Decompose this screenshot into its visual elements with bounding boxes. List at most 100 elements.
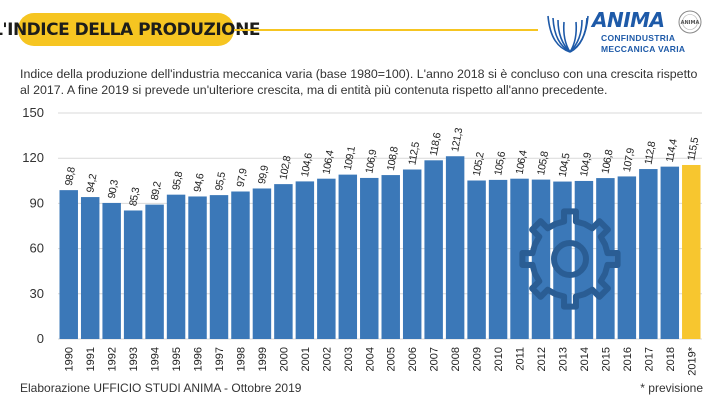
bar xyxy=(617,176,637,339)
y-tick-label: 0 xyxy=(37,331,44,346)
x-tick-label: 1996 xyxy=(193,347,205,371)
data-label: 106,4 xyxy=(514,149,530,175)
data-label: 106,4 xyxy=(320,149,336,175)
logo-line-1: CONFINDUSTRIA xyxy=(601,33,676,43)
bar xyxy=(488,179,508,339)
gear-hub xyxy=(551,240,589,278)
bar xyxy=(145,204,164,339)
y-tick-label: 150 xyxy=(22,105,44,120)
x-tick-label: 2012 xyxy=(536,347,548,371)
data-label: 89,2 xyxy=(149,180,164,201)
bar xyxy=(231,191,250,339)
y-tick-label: 30 xyxy=(30,286,44,301)
data-label: 118,6 xyxy=(428,131,444,156)
bar xyxy=(338,174,358,339)
x-tick-label: 2007 xyxy=(429,347,441,371)
bar xyxy=(59,190,78,339)
bar xyxy=(445,156,465,339)
gear-outline xyxy=(519,208,621,310)
seal-icon: ANIMA xyxy=(678,10,702,34)
title-divider xyxy=(234,29,538,31)
x-tick-label: 2008 xyxy=(450,347,462,371)
gear-icon xyxy=(519,208,621,310)
bar xyxy=(252,188,272,339)
x-tick-label: 1999 xyxy=(257,347,269,371)
data-label: 95,5 xyxy=(213,171,228,192)
data-label: 106,9 xyxy=(363,148,379,174)
x-tick-label: 2000 xyxy=(278,347,290,371)
data-label: 105,2 xyxy=(471,151,487,177)
data-label: 104,5 xyxy=(557,152,573,178)
data-label: 106,8 xyxy=(600,148,616,174)
anima-logo: ANIMA CONFINDUSTRIA MECCANICA VARIA ANIM… xyxy=(544,8,714,58)
data-label: 85,3 xyxy=(127,186,142,207)
y-tick-label: 60 xyxy=(30,241,44,256)
x-tick-label: 1997 xyxy=(214,347,226,371)
x-tick-label: 2013 xyxy=(557,347,569,371)
data-label: 108,8 xyxy=(385,145,401,171)
bar xyxy=(166,194,186,339)
bar xyxy=(467,180,486,339)
data-label: 90,3 xyxy=(106,179,121,200)
x-tick-label: 2019* xyxy=(686,346,698,375)
x-tick-label: 2006 xyxy=(407,347,419,371)
bar xyxy=(295,181,315,339)
x-tick-label: 2009 xyxy=(472,347,484,371)
data-label: 102,8 xyxy=(278,154,294,180)
x-tick-label: 2003 xyxy=(343,347,355,371)
bar xyxy=(531,179,551,339)
data-label: 104,6 xyxy=(299,152,315,178)
y-tick-label: 90 xyxy=(30,195,44,210)
bar xyxy=(80,197,100,339)
bar xyxy=(188,196,207,339)
x-tick-label: 2018 xyxy=(665,347,677,371)
logo-wordmark: ANIMA xyxy=(592,8,665,32)
page-title: L'INDICE DELLA PRODUZIONE xyxy=(0,19,260,40)
wing-logo-icon xyxy=(547,15,589,53)
bar xyxy=(102,202,121,339)
bar xyxy=(596,178,615,339)
bar xyxy=(209,195,229,339)
x-tick-label: 1993 xyxy=(128,347,140,371)
data-label: 104,9 xyxy=(578,151,594,177)
x-tick-label: 1998 xyxy=(235,347,247,371)
data-label: 95,8 xyxy=(170,170,185,191)
data-label: 121,3 xyxy=(449,127,465,153)
data-label: 115,5 xyxy=(685,136,701,161)
x-tick-label: 1991 xyxy=(85,347,97,371)
logo-line-2: MECCANICA VARIA xyxy=(601,44,686,54)
source-note: Elaborazione UFFICIO STUDI ANIMA - Ottob… xyxy=(20,381,302,395)
data-label: 105,6 xyxy=(492,150,508,176)
x-tick-label: 1990 xyxy=(64,347,76,371)
data-label: 99,9 xyxy=(256,164,271,185)
x-tick-label: 2010 xyxy=(493,347,505,371)
data-label: 112,8 xyxy=(642,140,658,165)
data-label: 107,9 xyxy=(621,147,637,173)
bar xyxy=(317,178,336,339)
chart-description: Indice della produzione dell'industria m… xyxy=(20,67,698,97)
x-tick-label: 2015 xyxy=(600,347,612,371)
data-label: 98,8 xyxy=(63,166,78,187)
bar xyxy=(123,210,143,339)
x-tick-label: 2017 xyxy=(643,347,655,371)
data-label: 109,1 xyxy=(342,145,358,171)
forecast-note: * previsione xyxy=(640,381,703,395)
data-label: 114,4 xyxy=(664,138,680,163)
x-tick-label: 1992 xyxy=(107,347,119,371)
x-tick-label: 2002 xyxy=(321,347,333,371)
bar xyxy=(682,164,701,339)
title-banner: L'INDICE DELLA PRODUZIONE xyxy=(0,13,260,46)
x-tick-label: 2001 xyxy=(300,347,312,371)
bar xyxy=(274,184,293,339)
data-label: 94,6 xyxy=(192,172,207,193)
data-label: 112,5 xyxy=(406,141,422,166)
x-tick-label: 2016 xyxy=(622,347,634,371)
x-tick-label: 2014 xyxy=(579,347,591,371)
data-label: 105,8 xyxy=(535,150,551,176)
bar xyxy=(381,175,400,339)
x-tick-label: 1995 xyxy=(171,347,183,371)
bar xyxy=(402,169,422,339)
seal-text: ANIMA xyxy=(681,20,700,26)
bar xyxy=(424,160,443,339)
